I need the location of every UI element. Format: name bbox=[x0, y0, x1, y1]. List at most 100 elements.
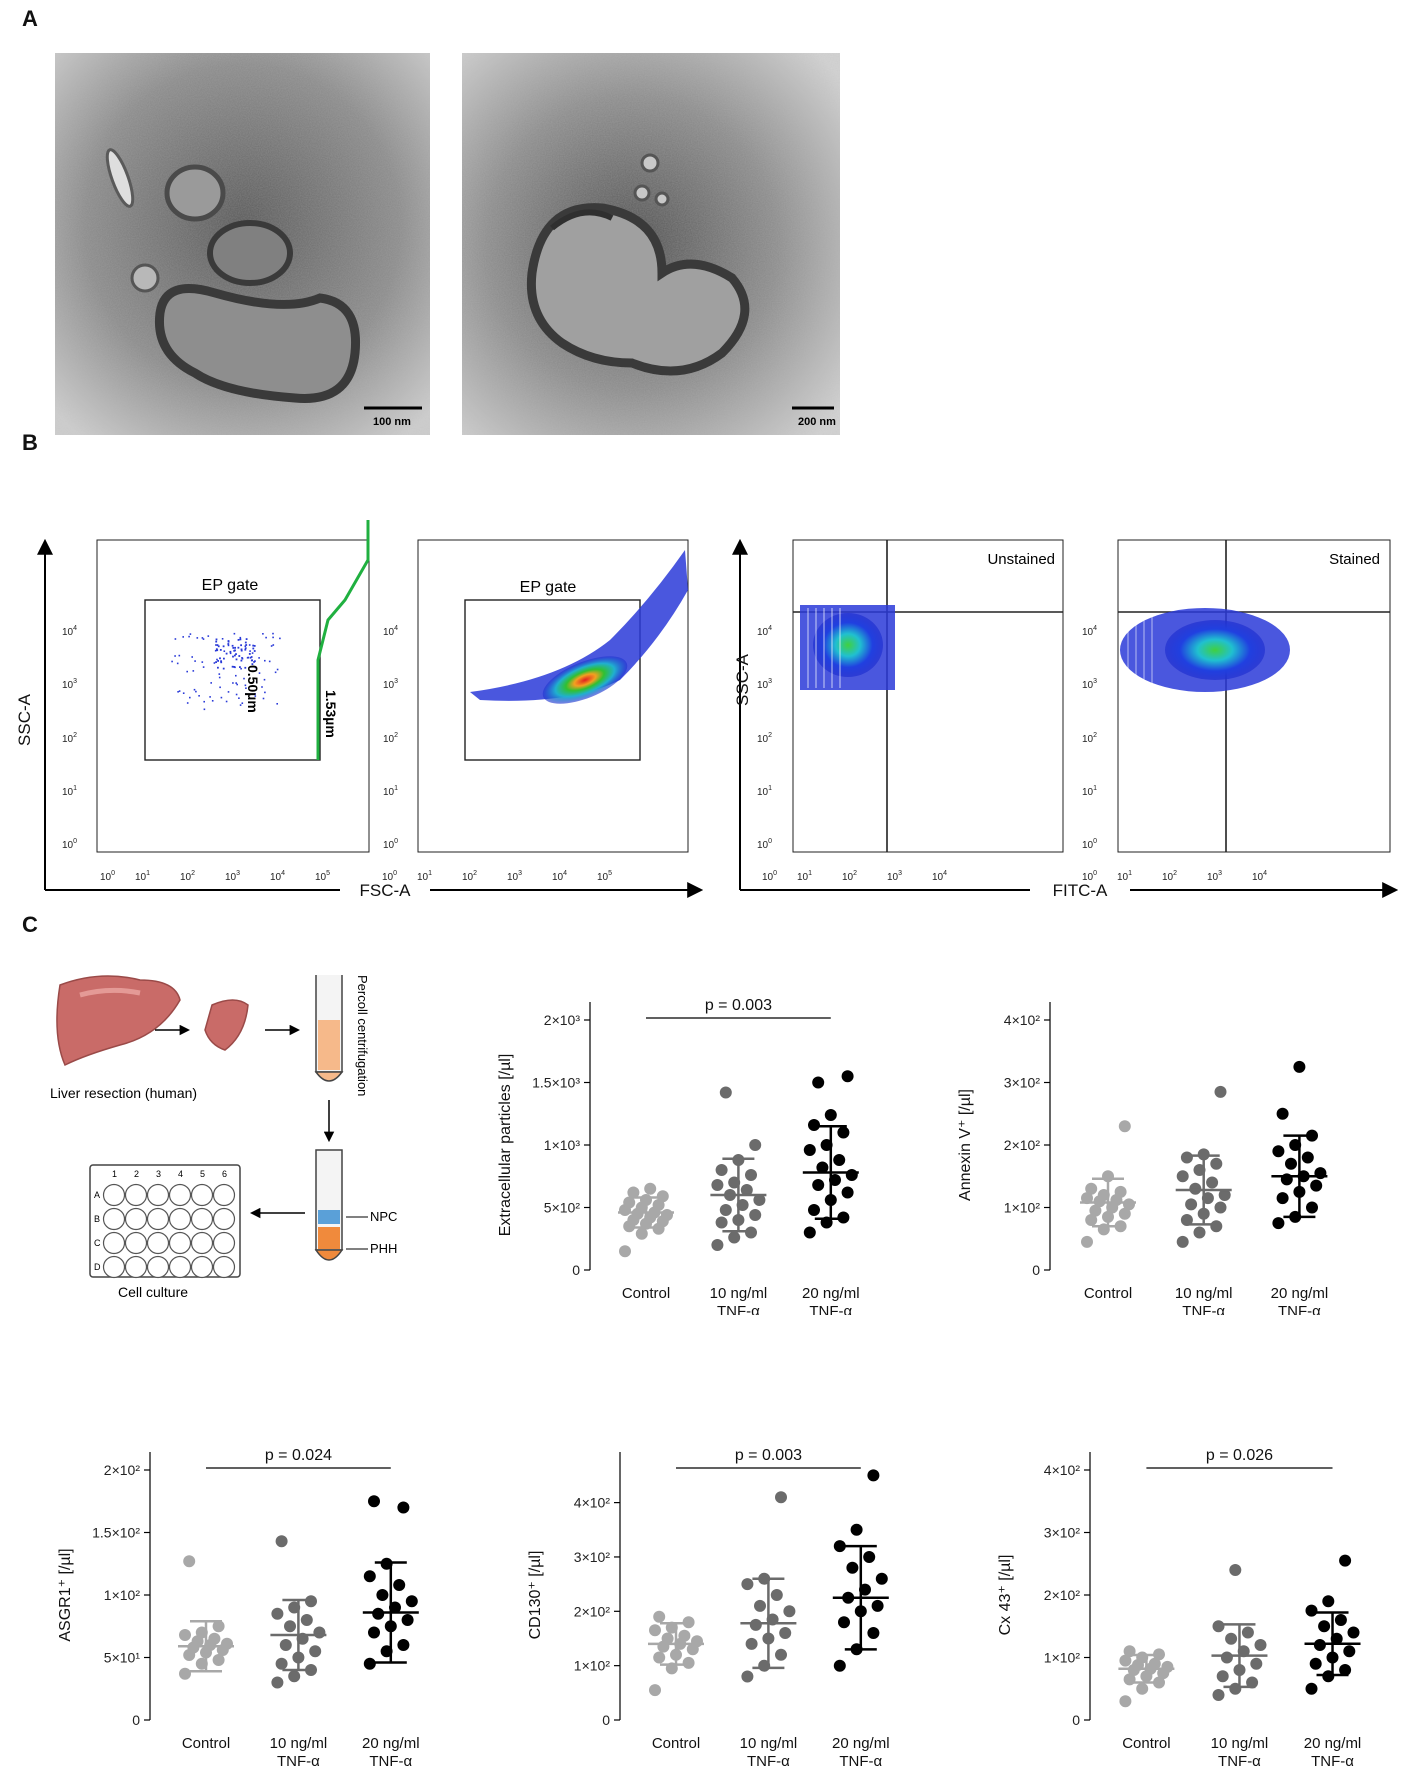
flow-y-tick: 100 bbox=[62, 838, 77, 851]
data-point bbox=[846, 1561, 859, 1574]
data-point bbox=[1339, 1554, 1352, 1567]
plate-well bbox=[190, 1207, 214, 1231]
data-point bbox=[719, 1204, 732, 1216]
flow-y-tick: 103 bbox=[383, 678, 398, 691]
unstained-label: Unstained bbox=[987, 551, 1055, 568]
data-point bbox=[1176, 1235, 1189, 1248]
data-point bbox=[812, 1076, 825, 1089]
panel-letter-b: B bbox=[22, 430, 38, 455]
data-point bbox=[871, 1599, 884, 1612]
plate-row-label: B bbox=[94, 1214, 100, 1224]
plate-row-label: D bbox=[94, 1262, 101, 1272]
data-point bbox=[728, 1231, 741, 1244]
data-point bbox=[1136, 1682, 1149, 1695]
percoll-tube-icon bbox=[314, 975, 344, 1082]
data-point bbox=[741, 1670, 754, 1683]
plate-well bbox=[102, 1231, 126, 1255]
y-tick-label: 0 bbox=[132, 1712, 140, 1728]
data-point bbox=[678, 1629, 691, 1642]
plate-well bbox=[168, 1207, 192, 1231]
y-tick-label: 2×10² bbox=[574, 1603, 611, 1619]
y-tick-label: 4×10² bbox=[574, 1495, 611, 1511]
data-point bbox=[775, 1648, 787, 1661]
data-point bbox=[711, 1239, 724, 1251]
data-point bbox=[1081, 1192, 1093, 1205]
data-point bbox=[1334, 1614, 1347, 1626]
chart-cd130: 0 1×10² 2×10² 3×10² 4×10² CD130⁺ [/µl] Control… bbox=[527, 1447, 890, 1770]
flow-y-tick: 102 bbox=[62, 732, 77, 745]
data-point bbox=[372, 1607, 385, 1620]
data-point bbox=[271, 1676, 284, 1689]
flow-x-tick: 104 bbox=[1252, 870, 1267, 883]
x-tick-label-line2: TNF-α bbox=[1278, 1303, 1321, 1315]
plate-row-label: C bbox=[94, 1238, 101, 1248]
separated-tube-icon bbox=[314, 1149, 344, 1261]
phh-label: PHH bbox=[370, 1241, 397, 1256]
data-point bbox=[833, 1540, 846, 1553]
x-tick-label-line2: TNF-α bbox=[839, 1753, 882, 1770]
plate-well bbox=[212, 1255, 236, 1279]
flow-x-tick: 102 bbox=[180, 870, 195, 883]
data-point bbox=[833, 1659, 846, 1672]
panel-letter-c: C bbox=[22, 912, 38, 937]
data-point bbox=[775, 1491, 787, 1504]
plate-col-label: 3 bbox=[156, 1169, 161, 1179]
flow-x-tick: 104 bbox=[932, 870, 947, 883]
y-axis-label: CD130⁺ [/µl] bbox=[527, 1551, 544, 1640]
data-point bbox=[1309, 1657, 1322, 1670]
data-point bbox=[376, 1589, 389, 1601]
data-point bbox=[779, 1627, 792, 1639]
data-point bbox=[1180, 1151, 1193, 1164]
x-tick-label-line2: TNF-α bbox=[717, 1303, 760, 1315]
data-point bbox=[623, 1196, 636, 1209]
plate-well bbox=[124, 1231, 148, 1255]
data-point bbox=[867, 1469, 880, 1482]
data-point bbox=[1301, 1151, 1314, 1164]
y-tick-label: 0 bbox=[572, 1262, 580, 1278]
flow-y-tick: 102 bbox=[383, 732, 398, 745]
flow-x-tick: 101 bbox=[135, 870, 150, 883]
plate-row-label: A bbox=[94, 1190, 100, 1200]
data-point bbox=[212, 1654, 225, 1666]
data-point bbox=[841, 1070, 854, 1083]
scale-bar-label-1: 100 nm bbox=[373, 416, 411, 428]
data-point bbox=[812, 1179, 825, 1191]
data-point bbox=[635, 1227, 648, 1240]
data-point bbox=[1176, 1170, 1189, 1183]
flow-x-tick: 105 bbox=[315, 870, 330, 883]
data-point bbox=[661, 1632, 674, 1645]
flow-y-tick: 104 bbox=[383, 625, 398, 638]
data-point bbox=[1339, 1664, 1352, 1676]
data-point bbox=[1210, 1220, 1223, 1233]
y-tick-label: 5×10¹ bbox=[104, 1650, 141, 1666]
y-tick-label: 4×10² bbox=[1044, 1462, 1081, 1478]
y-tick-label: 5×10² bbox=[544, 1200, 581, 1216]
liver-piece-icon bbox=[204, 999, 249, 1051]
data-point bbox=[405, 1595, 418, 1608]
data-point bbox=[1343, 1645, 1356, 1658]
bead-label-153: 1.53µm bbox=[323, 690, 339, 738]
x-tick-label: 10 ng/ml bbox=[740, 1735, 798, 1752]
data-point bbox=[1322, 1595, 1335, 1608]
ep-gate-label-2: EP gate bbox=[520, 579, 577, 596]
data-point bbox=[715, 1216, 728, 1229]
data-point bbox=[656, 1190, 669, 1203]
data-point bbox=[661, 1209, 673, 1221]
data-point bbox=[711, 1179, 724, 1191]
x-tick-label: 10 ng/ml bbox=[270, 1735, 328, 1752]
data-point bbox=[1272, 1145, 1285, 1158]
data-point bbox=[1161, 1660, 1174, 1673]
data-point bbox=[1246, 1676, 1259, 1689]
data-point bbox=[368, 1495, 380, 1508]
x-tick-label: Control bbox=[652, 1735, 700, 1752]
plate-well bbox=[212, 1231, 236, 1255]
x-tick-label: Control bbox=[1122, 1735, 1170, 1752]
y-tick-label: 1×10² bbox=[1044, 1650, 1081, 1666]
flow-x-tick: 103 bbox=[887, 870, 902, 883]
plate-well bbox=[168, 1255, 192, 1279]
flow-x-tick: 101 bbox=[417, 870, 432, 883]
data-point bbox=[808, 1204, 820, 1216]
flow-y-tick: 100 bbox=[383, 838, 398, 851]
flow-y-tick: 101 bbox=[757, 785, 772, 798]
data-point bbox=[1225, 1632, 1238, 1645]
